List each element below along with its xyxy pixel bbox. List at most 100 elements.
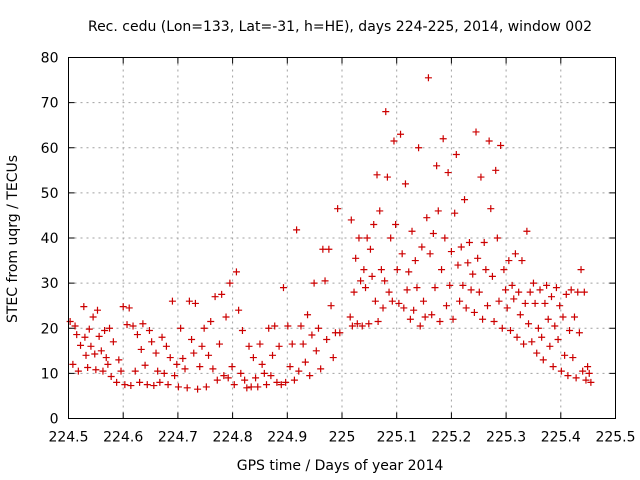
data-point: [541, 299, 549, 307]
data-point: [207, 317, 215, 325]
data-point: [470, 308, 478, 316]
data-point: [121, 381, 129, 389]
data-point: [370, 220, 378, 228]
data-point: [80, 303, 88, 311]
data-point: [288, 340, 296, 348]
data-point: [395, 299, 403, 307]
data-point: [284, 322, 292, 330]
data-point: [89, 313, 97, 321]
data-point: [102, 354, 110, 362]
data-point: [480, 239, 488, 247]
data-point: [95, 332, 103, 340]
data-point: [452, 151, 460, 159]
data-point: [533, 349, 541, 357]
data-point: [529, 279, 537, 287]
data-point: [406, 315, 414, 323]
data-point: [401, 180, 409, 188]
data-point: [482, 266, 490, 274]
data-point: [431, 284, 439, 292]
x-tick-label: 225.1: [377, 430, 417, 446]
data-point: [267, 372, 275, 380]
data-point: [531, 299, 539, 307]
data-point: [551, 322, 559, 330]
data-point: [523, 227, 531, 235]
data-point: [115, 356, 123, 364]
data-point: [556, 302, 564, 310]
data-point: [269, 351, 277, 359]
y-tick-label: 0: [50, 412, 59, 428]
data-point: [392, 220, 400, 228]
data-point: [336, 329, 344, 337]
data-point: [400, 304, 408, 312]
data-point: [160, 369, 168, 377]
data-point: [295, 367, 303, 375]
data-point: [580, 288, 588, 296]
data-point: [528, 338, 536, 346]
data-point: [362, 284, 370, 292]
x-tick-label: 225.5: [595, 430, 635, 446]
data-point: [582, 376, 590, 384]
data-point: [256, 340, 264, 348]
data-point: [91, 350, 99, 358]
data-point: [277, 381, 285, 389]
data-point: [360, 266, 368, 274]
data-point: [438, 266, 446, 274]
data-point: [145, 327, 153, 335]
data-point: [125, 304, 133, 312]
x-tick-label: 225.4: [541, 430, 581, 446]
data-point: [439, 135, 447, 143]
data-point: [258, 360, 266, 368]
data-point: [539, 356, 547, 364]
data-point: [173, 360, 181, 368]
data-point: [271, 322, 279, 330]
data-point: [222, 313, 230, 321]
data-point: [393, 266, 401, 274]
data-point: [454, 261, 462, 269]
data-point: [87, 342, 95, 350]
data-point: [304, 311, 312, 319]
data-point: [546, 342, 554, 350]
data-point: [168, 297, 176, 305]
data-point: [166, 354, 174, 362]
data-point: [209, 365, 217, 373]
data-point: [428, 311, 436, 319]
y-tick-label: 10: [41, 366, 59, 382]
data-point: [282, 378, 290, 386]
data-point: [97, 347, 105, 355]
data-point: [156, 378, 164, 386]
data-point: [474, 254, 482, 262]
data-point: [506, 327, 514, 335]
data-point: [74, 367, 82, 375]
data-point: [374, 317, 382, 325]
data-point: [188, 336, 196, 344]
data-point: [498, 324, 506, 332]
y-tick-label: 50: [41, 186, 59, 202]
x-tick-label: 225: [329, 430, 356, 446]
data-point: [211, 293, 219, 301]
data-point: [564, 372, 572, 380]
data-point: [420, 297, 428, 305]
data-point: [405, 268, 413, 276]
data-point: [177, 324, 185, 332]
data-point: [456, 297, 464, 305]
data-point: [525, 320, 533, 328]
data-point: [411, 257, 419, 265]
data-point: [66, 317, 74, 325]
y-axis: 0 10 20 30 40 50 60 70 80: [41, 51, 616, 428]
data-point: [516, 311, 524, 319]
data-point: [136, 378, 144, 386]
data-point: [200, 324, 208, 332]
data-point: [133, 331, 141, 339]
data-point: [228, 363, 236, 371]
data-point: [71, 322, 79, 330]
data-point: [423, 214, 431, 222]
data-point: [534, 324, 542, 332]
data-point: [388, 297, 396, 305]
data-point: [92, 366, 100, 374]
data-point: [521, 299, 529, 307]
data-point: [301, 358, 309, 366]
data-point: [584, 363, 592, 371]
data-point: [82, 351, 90, 359]
data-point: [567, 286, 575, 294]
